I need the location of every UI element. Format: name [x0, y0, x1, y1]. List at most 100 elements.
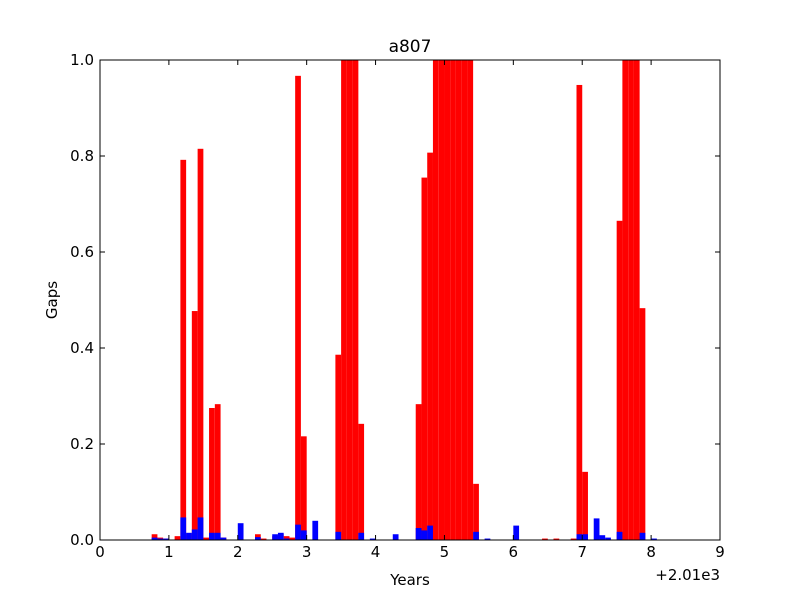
- red-bar-22: [346, 60, 353, 540]
- x-tick-label: 5: [440, 543, 450, 561]
- blue-bar-35: [651, 538, 657, 540]
- blue-bar-8: [214, 532, 221, 540]
- blue-bar-6: [197, 517, 204, 540]
- red-bar-36: [542, 538, 548, 540]
- red-bar-3: [174, 536, 181, 540]
- red-bar-40: [582, 471, 588, 540]
- red-bar-32: [455, 60, 462, 540]
- blue-bar-23: [421, 530, 428, 540]
- x-tick-label: 9: [715, 543, 725, 561]
- blue-bar-0: [151, 537, 158, 540]
- blue-bar-34: [639, 532, 646, 540]
- plot-frame: [99, 59, 721, 541]
- blue-bar-14: [283, 538, 290, 540]
- blue-bar-13: [277, 532, 284, 540]
- blue-bar-24: [427, 525, 433, 540]
- red-bar-19: [300, 436, 307, 540]
- red-bar-34: [467, 60, 474, 540]
- blue-bar-12: [272, 534, 278, 540]
- red-bar-9: [209, 408, 215, 540]
- red-bar-16: [283, 536, 290, 540]
- blue-bar-30: [593, 518, 600, 540]
- red-bar-28: [432, 60, 439, 540]
- red-bar-4: [180, 159, 187, 540]
- blue-bar-18: [335, 531, 342, 540]
- y-axis-ticks: 0.0 0.2 0.4 0.6 0.8 1.0: [70, 51, 720, 549]
- x-tick-label: 8: [646, 543, 656, 561]
- red-bar-33: [461, 60, 468, 540]
- red-bar-17: [289, 537, 296, 540]
- blue-bar-19: [358, 532, 365, 540]
- blue-bar-15: [295, 524, 301, 540]
- red-bar-18: [295, 75, 301, 540]
- blue-bar-16: [300, 530, 307, 540]
- red-bar-24: [358, 423, 365, 540]
- blue-bar-10: [237, 523, 244, 540]
- red-bar-20: [335, 354, 342, 540]
- red-bar-35: [473, 483, 479, 540]
- blue-bar-22: [415, 528, 422, 540]
- blue-bar-29: [582, 534, 588, 540]
- red-bar-42: [622, 60, 629, 540]
- red-bar-43: [628, 60, 634, 540]
- blue-bar-20: [369, 538, 376, 540]
- red-bar-23: [352, 60, 359, 540]
- red-bar-45: [639, 308, 646, 540]
- blue-series-bars: [151, 517, 657, 540]
- blue-bar-1: [157, 538, 164, 540]
- y-tick-label: 0.2: [70, 435, 94, 453]
- x-tick-label: 0: [95, 543, 105, 561]
- blue-bar-32: [605, 537, 611, 540]
- y-tick-label: 0.6: [70, 243, 94, 261]
- blue-bar-4: [186, 532, 192, 540]
- red-bar-39: [576, 84, 583, 541]
- blue-bar-7: [209, 532, 215, 540]
- blue-bar-2: [163, 538, 169, 540]
- blue-bar-27: [513, 525, 520, 540]
- blue-bar-17: [312, 520, 319, 540]
- x-axis-offset-label: +2.01e3: [655, 566, 720, 584]
- x-tick-label: 2: [233, 543, 243, 561]
- red-bar-21: [341, 60, 347, 540]
- x-axis-ticks: 0 1 2 3 4 5 6 7 8 9: [95, 60, 725, 561]
- y-tick-label: 0.4: [70, 339, 94, 357]
- blue-bar-21: [392, 534, 399, 540]
- red-bar-38: [570, 538, 577, 540]
- red-bar-0: [151, 534, 158, 540]
- red-bar-30: [444, 60, 451, 540]
- blue-bar-25: [473, 531, 479, 540]
- x-axis-label: Years: [389, 571, 430, 589]
- y-axis-label: Gaps: [43, 281, 61, 319]
- red-bar-37: [553, 538, 560, 540]
- blue-bar-33: [616, 531, 623, 540]
- red-bar-7: [197, 148, 204, 541]
- blue-bar-5: [191, 529, 198, 540]
- y-tick-label: 1.0: [70, 51, 94, 69]
- red-bar-13: [260, 538, 267, 540]
- red-bar-25: [415, 404, 422, 540]
- y-tick-label: 0.0: [70, 531, 94, 549]
- red-bar-44: [633, 60, 640, 540]
- x-tick-label: 3: [302, 543, 312, 561]
- x-tick-label: 6: [509, 543, 519, 561]
- x-tick-label: 1: [164, 543, 174, 561]
- red-bar-27: [427, 152, 433, 540]
- red-bar-6: [191, 311, 198, 540]
- red-bar-26: [421, 177, 428, 540]
- blue-bar-3: [180, 517, 187, 540]
- blue-bar-28: [576, 534, 583, 540]
- red-bar-10: [214, 404, 221, 540]
- red-bar-29: [438, 60, 445, 540]
- red-bar-31: [450, 60, 456, 540]
- red-bar-41: [616, 220, 623, 541]
- blue-bar-26: [484, 538, 491, 540]
- x-tick-label: 4: [371, 543, 381, 561]
- red-series-bars: [151, 60, 646, 541]
- x-tick-label: 7: [577, 543, 587, 561]
- red-bar-8: [203, 537, 210, 540]
- blue-bar-11: [255, 537, 261, 540]
- chart-title: a807: [389, 37, 432, 57]
- blue-bar-31: [599, 535, 606, 540]
